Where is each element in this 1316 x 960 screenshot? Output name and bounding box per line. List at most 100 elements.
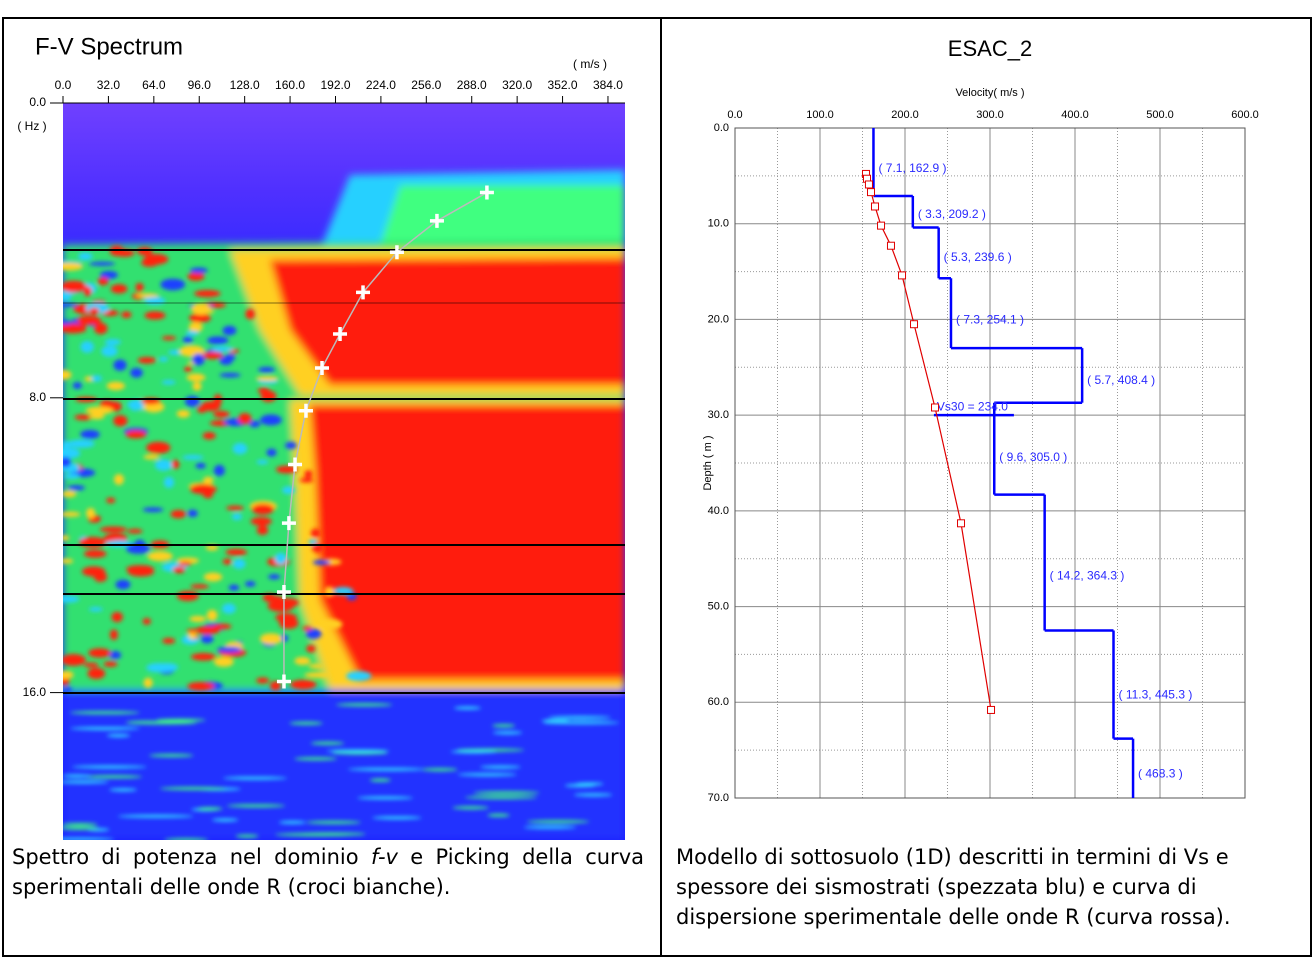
speckle — [63, 490, 77, 498]
speckle — [267, 600, 295, 612]
pick-cross — [298, 403, 313, 418]
x-tick-label: 352.0 — [548, 78, 578, 92]
speckle — [106, 734, 131, 738]
speckle — [63, 774, 92, 778]
speckle — [81, 566, 106, 577]
speckle — [80, 340, 94, 353]
speckle — [137, 356, 156, 364]
speckle — [125, 721, 198, 725]
x-tick-label: 256.0 — [411, 78, 441, 92]
x-tick-label: 128.0 — [230, 78, 260, 92]
x-tick-label: 200.0 — [891, 109, 919, 121]
speckle — [113, 473, 124, 485]
layer-label: ( 5.3, 239.6 ) — [944, 250, 1012, 264]
speckle — [184, 366, 193, 373]
speckle — [221, 603, 236, 614]
pick-cross — [288, 457, 303, 472]
y-tick-label: 8.0 — [29, 390, 46, 404]
speckle — [206, 609, 218, 621]
speckle — [232, 442, 248, 455]
speckle — [63, 558, 74, 564]
speckle — [202, 431, 216, 440]
speckle — [297, 832, 366, 836]
speckle — [318, 619, 343, 630]
speckle — [143, 677, 153, 688]
speckle — [189, 267, 208, 274]
speckle — [347, 767, 426, 771]
dispersion-point — [870, 202, 879, 211]
speckle — [63, 473, 80, 480]
speckle — [284, 441, 297, 450]
speckle — [130, 367, 143, 378]
vs30-label: Vs30 = 234.0 — [937, 399, 1008, 413]
speckle — [256, 525, 269, 535]
speckle — [63, 595, 80, 603]
spectrum-title: F-V Spectrum — [35, 33, 183, 60]
speckle — [269, 681, 282, 691]
speckle — [117, 814, 194, 818]
speckle — [63, 302, 78, 307]
dispersion-point — [886, 241, 895, 250]
speckle — [63, 456, 71, 468]
speckle — [186, 373, 206, 382]
layer-label: ( 9.6, 305.0 ) — [999, 450, 1067, 464]
x-tick-label: 320.0 — [502, 78, 532, 92]
speckle — [71, 765, 147, 769]
spectrum-heatmap — [63, 103, 625, 840]
speckle — [195, 625, 221, 635]
speckle — [235, 834, 259, 838]
speckle — [176, 409, 190, 418]
speckle — [213, 410, 230, 418]
speckle — [192, 381, 202, 391]
speckle — [80, 429, 100, 439]
speckle — [63, 837, 115, 840]
speckle — [457, 773, 517, 777]
speckle — [63, 280, 87, 293]
speckle — [199, 309, 215, 314]
speckle — [63, 327, 87, 333]
caption-text: e Picking della curva sperimentali delle… — [12, 845, 644, 899]
speckle — [244, 581, 256, 587]
speckle — [213, 623, 232, 630]
dispersion-point — [877, 221, 886, 230]
layer-label: ( 7.3, 254.1 ) — [956, 312, 1024, 326]
speckle — [274, 552, 287, 565]
speckle — [88, 607, 103, 612]
speckle — [260, 390, 277, 403]
speckle — [251, 504, 274, 515]
y-tick-label: 30.0 — [708, 409, 729, 421]
pick-cross — [389, 245, 404, 260]
x-tick-label: 600.0 — [1231, 109, 1259, 121]
layer-label: ( 468.3 ) — [1138, 766, 1183, 780]
speckle — [213, 464, 225, 477]
speckle — [74, 414, 93, 421]
speckle — [67, 485, 85, 491]
x-tick-label: 64.0 — [142, 78, 166, 92]
speckle — [576, 782, 604, 786]
speckle — [523, 825, 577, 829]
layer-label: ( 7.1, 162.9 ) — [878, 161, 946, 175]
speckle — [480, 765, 521, 769]
speckle — [63, 535, 70, 541]
speckle — [135, 293, 159, 298]
speckle — [110, 284, 128, 294]
speckle — [159, 787, 227, 791]
pick-cross — [333, 327, 348, 342]
speckle — [99, 526, 128, 533]
speckle — [161, 335, 177, 341]
speckle — [255, 376, 279, 381]
speckle — [275, 465, 298, 474]
speckle — [245, 308, 255, 320]
speckle — [113, 415, 128, 427]
speckle — [178, 561, 192, 566]
speckle — [305, 628, 322, 640]
speckle — [142, 507, 164, 513]
y-tick-label: 10.0 — [708, 218, 729, 230]
speckle — [89, 413, 105, 420]
speckle — [69, 711, 140, 715]
speckle — [211, 346, 234, 352]
speckle — [222, 558, 232, 565]
speckle — [86, 507, 96, 519]
speckle — [67, 439, 95, 448]
